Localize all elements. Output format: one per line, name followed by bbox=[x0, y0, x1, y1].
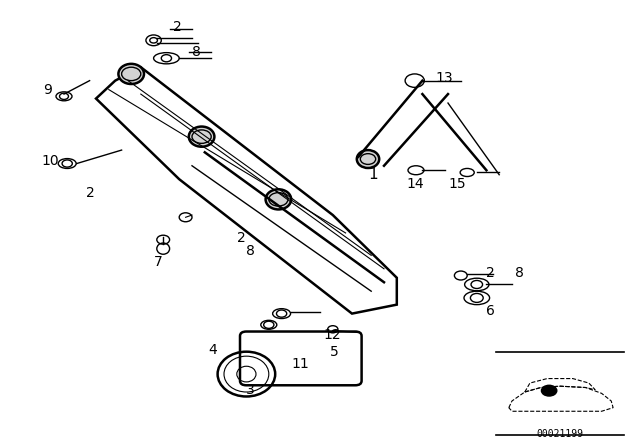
Text: 8: 8 bbox=[192, 44, 201, 59]
Text: 10: 10 bbox=[42, 154, 60, 168]
Text: 13: 13 bbox=[435, 71, 453, 86]
Text: 15: 15 bbox=[448, 177, 466, 191]
Text: 00021199: 00021199 bbox=[536, 429, 584, 439]
Text: 2: 2 bbox=[173, 20, 182, 34]
Text: 7: 7 bbox=[154, 255, 163, 269]
Ellipse shape bbox=[118, 64, 144, 84]
Text: 8: 8 bbox=[246, 244, 255, 258]
Text: 3: 3 bbox=[246, 383, 255, 397]
Text: 14: 14 bbox=[406, 177, 424, 191]
Text: 9: 9 bbox=[44, 82, 52, 97]
Text: 1: 1 bbox=[368, 167, 378, 182]
Text: 2: 2 bbox=[86, 185, 95, 200]
Text: 12: 12 bbox=[323, 327, 341, 342]
Circle shape bbox=[541, 385, 557, 396]
Text: 11: 11 bbox=[291, 357, 309, 371]
Text: 4: 4 bbox=[208, 343, 217, 358]
Text: 2: 2 bbox=[237, 231, 246, 246]
Text: 5: 5 bbox=[330, 345, 339, 359]
Text: 6: 6 bbox=[486, 304, 495, 319]
Ellipse shape bbox=[189, 127, 214, 147]
Ellipse shape bbox=[357, 150, 380, 168]
Text: 2: 2 bbox=[486, 266, 495, 280]
Ellipse shape bbox=[266, 189, 291, 210]
Text: 8: 8 bbox=[515, 266, 524, 280]
